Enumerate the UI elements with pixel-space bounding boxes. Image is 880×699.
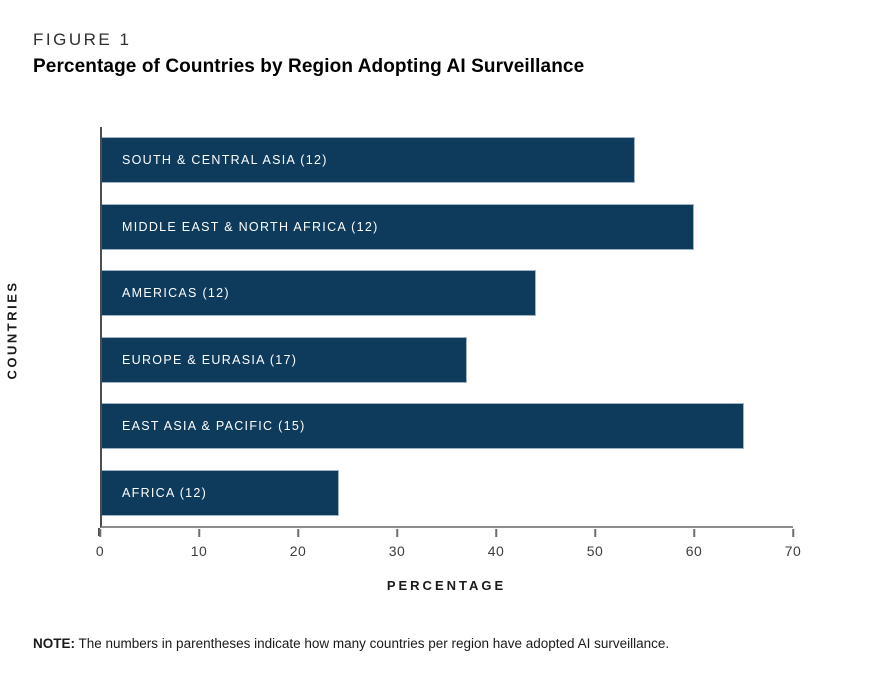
tick-label: 10: [190, 543, 208, 559]
tick-mark: [297, 529, 299, 537]
bar-row: SOUTH & CENTRAL ASIA (12): [102, 137, 793, 183]
bar: AMERICAS (12): [102, 270, 537, 317]
note-label: NOTE:: [33, 636, 75, 651]
tick-mark: [693, 529, 695, 537]
tick-label: 60: [685, 543, 703, 559]
tick-mark: [594, 529, 596, 537]
bar-label: SOUTH & CENTRAL ASIA (12): [122, 153, 328, 167]
plot-area: SOUTH & CENTRAL ASIA (12) MIDDLE EAST & N…: [100, 127, 793, 528]
bar: MIDDLE EAST & NORTH AFRICA (12): [102, 203, 695, 250]
tick-label: 40: [487, 543, 505, 559]
tick-label: 0: [95, 543, 105, 559]
bar-label: EUROPE & EURASIA (17): [122, 352, 298, 367]
bar-label: EAST ASIA & PACIFIC (15): [122, 419, 306, 434]
tick-mark: [99, 529, 101, 537]
bar: SOUTH & CENTRAL ASIA (12): [102, 137, 636, 183]
tick-label: 70: [784, 543, 802, 559]
chart-title: Percentage of Countries by Region Adopti…: [33, 56, 585, 77]
bar-label: MIDDLE EAST & NORTH AFRICA (12): [122, 219, 379, 234]
figure-label: FIGURE 1: [33, 30, 132, 49]
y-axis-label: COUNTRIES: [4, 280, 20, 380]
bar-row: AFRICA (12): [102, 469, 793, 516]
bar-row: MIDDLE EAST & NORTH AFRICA (12): [102, 203, 793, 250]
x-axis-label: PERCENTAGE: [386, 578, 507, 593]
bar-row: AMERICAS (12): [102, 270, 793, 317]
y-axis-foot-tick: [98, 528, 100, 536]
tick-mark: [792, 529, 794, 537]
bar-row: EUROPE & EURASIA (17): [102, 336, 793, 383]
bar: EAST ASIA & PACIFIC (15): [102, 403, 744, 450]
tick-label: 30: [388, 543, 406, 559]
figure-header: FIGURE 1 Percentage of Countries by Regi…: [33, 30, 584, 78]
tick-mark: [495, 529, 497, 537]
tick-mark: [198, 529, 200, 537]
note-text: The numbers in parentheses indicate how …: [78, 636, 670, 651]
bar-label: AMERICAS (12): [122, 286, 230, 301]
figure-note: NOTE: The numbers in parentheses indicat…: [33, 636, 850, 651]
bar: EUROPE & EURASIA (17): [102, 336, 468, 383]
tick-label: 50: [586, 543, 604, 559]
bar-row: EAST ASIA & PACIFIC (15): [102, 403, 793, 450]
tick-label: 20: [289, 543, 307, 559]
bar-label: AFRICA (12): [122, 485, 208, 500]
bar: AFRICA (12): [102, 469, 339, 516]
tick-mark: [396, 529, 398, 537]
